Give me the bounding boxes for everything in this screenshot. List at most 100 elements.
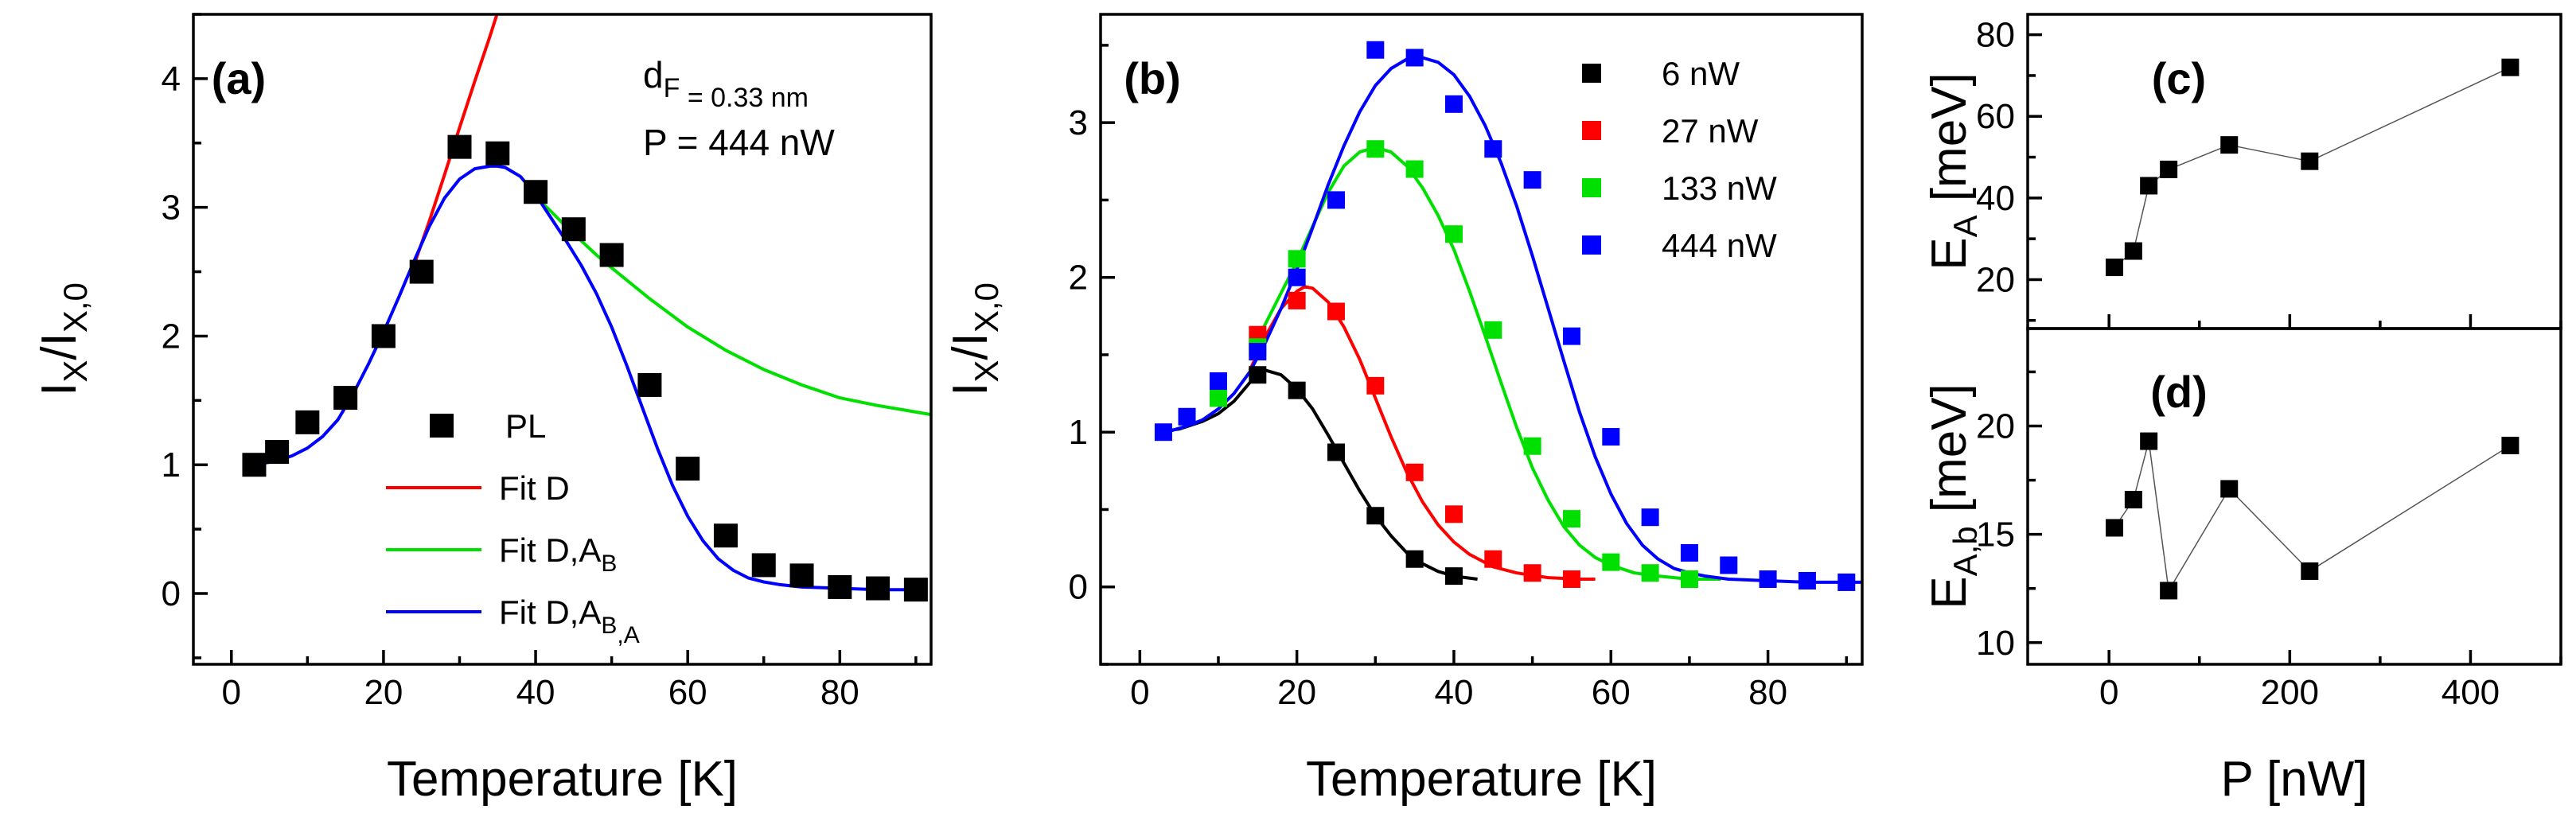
data-point-p6	[1249, 366, 1267, 384]
data-point-p444	[1798, 571, 1816, 589]
data-point-p133	[1602, 553, 1620, 571]
panel-a-x-axis-title: Temperature [K]	[387, 752, 738, 807]
data-point-p27	[1444, 505, 1463, 523]
panel-a-x-tick-label: 20	[364, 673, 403, 712]
panel-c-data-point	[2501, 58, 2519, 76]
panel-d-data-point	[2160, 582, 2178, 600]
data-point-p444	[1837, 573, 1856, 591]
legend-marker-p27	[1582, 121, 1601, 140]
pl-data-point	[561, 217, 586, 242]
legend-marker-p133	[1582, 178, 1601, 197]
panel-d-y-axis-title: EA,b [meV]	[1922, 383, 1984, 609]
data-point-p444	[1444, 95, 1463, 113]
legend-label-p444: 444 nW	[1662, 227, 1777, 264]
pl-data-point	[295, 410, 320, 434]
panel-c-y-tick-label: 20	[1976, 260, 2015, 299]
panel-d-x-axis-title: P [nW]	[2221, 752, 2368, 807]
panel-b-x-tick-label: 80	[1748, 673, 1787, 712]
data-point-p444	[1327, 191, 1345, 209]
legend-label-p27: 27 nW	[1662, 112, 1759, 150]
panel-c-y-tick-label: 60	[1976, 97, 2015, 136]
data-point-p133	[1680, 570, 1698, 589]
pl-data-point	[265, 440, 290, 465]
panel-d-frame	[2026, 327, 2562, 666]
panel-d-x-tick-label: 400	[2442, 673, 2500, 712]
panel-d-x-tick-label: 0	[2099, 673, 2118, 712]
fit-line-fitDAB	[534, 196, 931, 417]
data-point-p27	[1523, 564, 1541, 582]
panel-d-y-tick-label: 20	[1976, 407, 2015, 446]
panel-d-data-point	[2140, 432, 2158, 450]
panel-b-x-tick-label: 20	[1277, 673, 1316, 712]
panel-c-chart: 20 40 60 80 EA [meV] (c)	[1922, 13, 2562, 330]
data-point-p27	[1288, 291, 1306, 309]
data-point-p6	[1405, 550, 1424, 568]
panel-c-y-axis-title: EA [meV]	[1922, 72, 1984, 270]
data-point-p444	[1288, 268, 1306, 286]
panel-b-label: (b)	[1124, 53, 1181, 103]
pl-data-point	[866, 576, 890, 601]
pl-data-point	[751, 553, 776, 578]
panel-d-data-point	[2124, 491, 2142, 509]
fit-line-fitD	[412, 14, 499, 267]
panel-a-y-axis-title: IX/IX,0	[32, 282, 94, 396]
panel-d-data-point	[2301, 562, 2319, 580]
panel-b-y-tick-label: 0	[1069, 568, 1088, 607]
panel-c-data-point	[2301, 152, 2319, 170]
panel-b-frame	[1099, 13, 1864, 666]
panel-a-y-tick-label: 0	[162, 574, 181, 613]
panel-a-y-tick-label: 2	[162, 317, 181, 356]
data-point-p27	[1562, 570, 1580, 589]
legend-label-p6: 6 nW	[1662, 55, 1740, 92]
panel-a-y-tick-label: 1	[162, 446, 181, 484]
pl-data-point	[789, 563, 814, 588]
data-point-p444	[1523, 171, 1541, 189]
pl-data-point	[637, 372, 662, 397]
data-point-p444	[1759, 570, 1777, 589]
panel-a-x-tick-label: 80	[820, 673, 859, 712]
legend-marker-pl	[430, 414, 454, 438]
data-point-p133	[1209, 389, 1227, 407]
panel-c-data-point	[2124, 242, 2142, 260]
data-point-p133	[1366, 140, 1385, 158]
pl-data-point	[242, 453, 267, 477]
panel-d-label: (d)	[2150, 367, 2208, 417]
panel-c-label: (c)	[2152, 53, 2206, 103]
panel-a-power-annotation: P = 444 nW	[643, 122, 835, 163]
panel-b-x-tick-label: 60	[1592, 673, 1631, 712]
panel-c-data-point	[2140, 177, 2158, 195]
panel-b-x-tick-label: 40	[1434, 673, 1473, 712]
legend-label-p133: 133 nW	[1662, 169, 1777, 207]
panel-b-x-tick-label: 0	[1130, 673, 1149, 712]
panel-b-y-axis-title: IX/IX,0	[943, 282, 1005, 396]
fit-line-f6	[1155, 368, 1478, 581]
data-point-p444	[1720, 556, 1738, 574]
panel-b-y-tick-label: 3	[1069, 103, 1088, 142]
panel-a-y-tick-label: 3	[162, 189, 181, 228]
data-point-p444	[1405, 49, 1424, 67]
fit-line-f27	[1248, 285, 1596, 581]
data-point-p444	[1680, 543, 1698, 562]
data-point-p6	[1444, 567, 1463, 586]
data-point-p444	[1249, 343, 1267, 361]
pl-data-point	[676, 457, 700, 481]
panel-c-data-point	[2106, 259, 2124, 277]
panel-c-y-tick-label: 40	[1976, 179, 2015, 218]
panel-d-y-tick-label: 15	[1976, 516, 2015, 554]
data-point-p133	[1523, 437, 1541, 455]
panel-d-y-tick-label: 10	[1976, 624, 2015, 663]
panel-d-chart: 0 200 400 10 15 20 P [nW] EA,b [meV] (d)	[1922, 327, 2562, 807]
data-point-p27	[1327, 302, 1345, 321]
panel-a-thickness-annotation: dF = 0.33 nm	[643, 54, 809, 113]
legend-marker-p444	[1582, 235, 1601, 255]
data-point-p444	[1641, 508, 1659, 527]
data-point-p6	[1327, 443, 1345, 461]
panel-a-x-tick-label: 60	[668, 673, 707, 712]
data-point-p444	[1602, 428, 1620, 446]
data-point-p27	[1405, 463, 1424, 481]
panel-a-label: (a)	[212, 53, 266, 103]
pl-data-point	[903, 578, 928, 602]
panel-b-y-tick-label: 2	[1069, 259, 1088, 298]
legend-label-fitD: Fit D	[499, 469, 570, 507]
